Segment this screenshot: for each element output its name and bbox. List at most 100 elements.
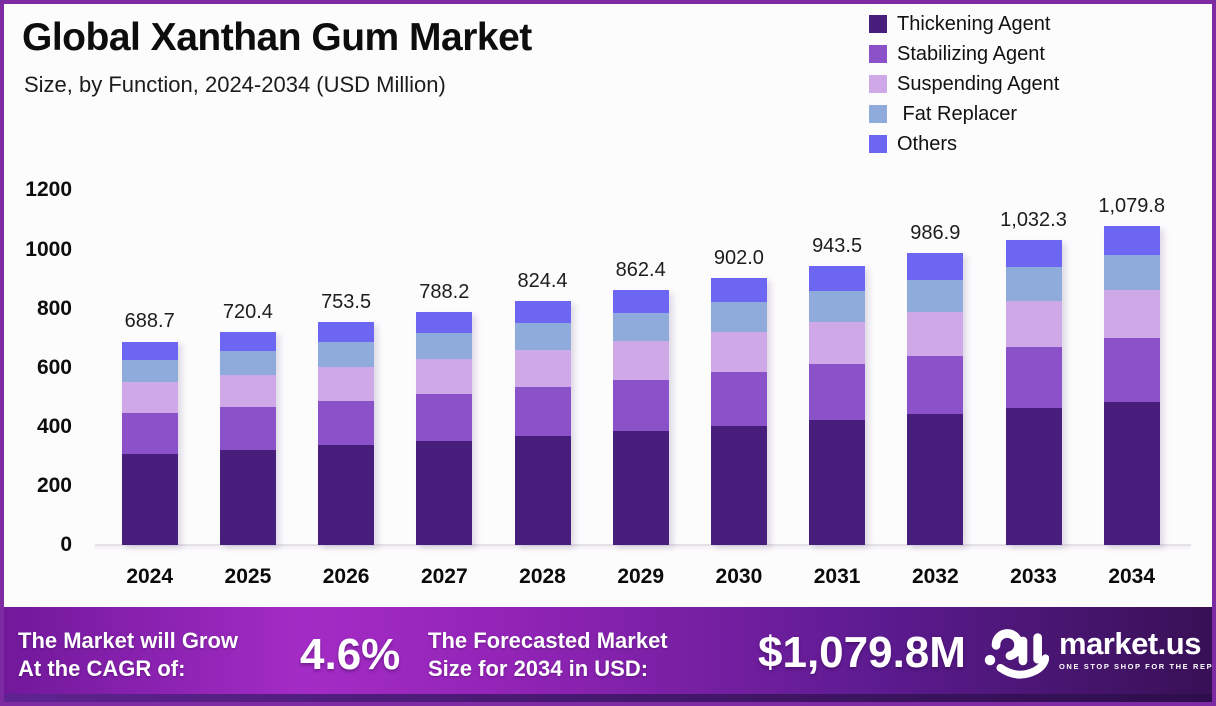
bar-value-label: 688.7 [124, 310, 175, 333]
bar-segment [907, 414, 964, 545]
bar-segment [1005, 347, 1062, 409]
bar-value-label: 824.4 [517, 270, 568, 293]
cagr-value: 4.6% [300, 630, 401, 679]
legend-swatch-icon [869, 15, 887, 33]
bar-2027 [416, 312, 473, 545]
legend-label: Stabilizing Agent [897, 42, 1045, 65]
marketus-logo-icon [984, 629, 1049, 679]
brand-tagline: ONE STOP SHOP FOR THE REPORTS [1059, 662, 1216, 671]
y-axis-tick-label: 1200 [25, 178, 72, 202]
bar-2028 [514, 301, 571, 545]
bar-value-label: 986.9 [910, 222, 961, 245]
x-axis-label: 2026 [322, 565, 370, 588]
y-axis-tick-label: 1000 [25, 237, 72, 261]
bar-segment [121, 413, 178, 454]
forecast-label: The Forecasted Market Size for 2034 in U… [428, 627, 668, 683]
bar-segment [1005, 267, 1062, 301]
bar-segment [514, 301, 571, 324]
bar-segment [219, 374, 276, 408]
bar-segment [121, 453, 178, 545]
bar-segment [710, 331, 767, 373]
bar-2025 [219, 332, 276, 545]
bar-2030 [710, 278, 767, 545]
bar-segment [1005, 408, 1062, 545]
cagr-label-line2: At the CAGR of: [18, 656, 186, 681]
bar-segment [416, 312, 473, 334]
bar-segment [809, 364, 866, 421]
y-axis-tick-label: 200 [36, 473, 72, 497]
legend-swatch-icon [869, 105, 887, 123]
bar-segment [121, 359, 178, 383]
bar-segment [710, 302, 767, 332]
x-axis-label: 2028 [519, 565, 566, 588]
x-axis-label: 2034 [1108, 565, 1156, 588]
x-axis-label: 2024 [126, 565, 174, 588]
brand-logo: market.us ONE STOP SHOP FOR THE REPORTS [983, 628, 1216, 680]
bar-segment [907, 279, 964, 312]
bar-segment [514, 387, 571, 436]
legend-item: Fat Replacer [869, 99, 1059, 129]
bar-segment [1005, 239, 1062, 268]
bar-value-label: 753.5 [321, 291, 372, 314]
x-axis-label: 2031 [813, 565, 861, 588]
legend-swatch-icon [869, 45, 887, 63]
bar-segment [907, 311, 964, 357]
bar-segment [1103, 338, 1160, 403]
bar-2031 [809, 266, 866, 545]
bar-segment [318, 342, 375, 367]
bar-segment [612, 313, 669, 342]
bar-segment [416, 440, 473, 545]
x-axis-label: 2027 [420, 565, 468, 588]
legend-item: Thickening Agent [869, 9, 1059, 39]
bar-value-label: 1,079.8 [1098, 194, 1166, 217]
bar-segment [416, 333, 473, 359]
bar-segment [612, 290, 669, 314]
x-axis-label: 2025 [224, 565, 272, 588]
bar-2026 [318, 322, 375, 545]
forecast-label-line2: Size for 2034 in USD: [428, 656, 649, 681]
bar-segment [809, 420, 866, 545]
bar-value-label: 788.2 [419, 281, 470, 304]
cagr-label-line1: The Market will Grow [18, 628, 239, 653]
legend-item: Others [869, 129, 1059, 159]
bar-segment [514, 435, 571, 545]
bar-segment [1103, 254, 1160, 290]
bar-segment [612, 379, 669, 431]
y-axis-tick-label: 400 [36, 414, 72, 438]
footer-bottom-strip [0, 694, 1216, 703]
forecast-value: $1,079.8M [758, 628, 966, 677]
bar-2032 [907, 253, 964, 545]
bar-segment [1103, 225, 1160, 255]
x-axis-line [95, 544, 1191, 546]
footer-banner: The Market will Grow At the CAGR of: 4.6… [0, 607, 1216, 695]
bar-segment [1103, 402, 1160, 545]
bar-segment [1103, 289, 1160, 339]
bar-segment [907, 253, 964, 280]
bar-segment [318, 400, 375, 446]
legend-label: Thickening Agent [897, 12, 1051, 35]
x-axis-label: 2033 [1010, 565, 1057, 588]
legend-item: Stabilizing Agent [869, 39, 1059, 69]
legend-label: Suspending Agent [897, 72, 1060, 95]
x-axis-label: 2029 [617, 565, 665, 588]
bar-segment [121, 341, 178, 360]
bar-segment [907, 356, 964, 415]
bar-2024 [121, 341, 178, 545]
y-axis-tick-label: 800 [36, 296, 72, 320]
bar-segment [219, 449, 276, 545]
bar-segment [1005, 300, 1062, 348]
bar-value-label: 720.4 [222, 301, 273, 324]
bar-segment [219, 332, 276, 352]
bar-segment [318, 322, 375, 343]
bar-segment [809, 321, 866, 365]
x-axis-label: 2030 [715, 565, 763, 588]
bar-value-label: 862.4 [615, 259, 666, 282]
bar-segment [514, 323, 571, 351]
bar-segment [219, 351, 276, 375]
bar-segment [514, 350, 571, 388]
bar-segment [219, 407, 276, 450]
bar-value-label: 943.5 [812, 235, 863, 258]
bar-2034 [1103, 225, 1160, 545]
